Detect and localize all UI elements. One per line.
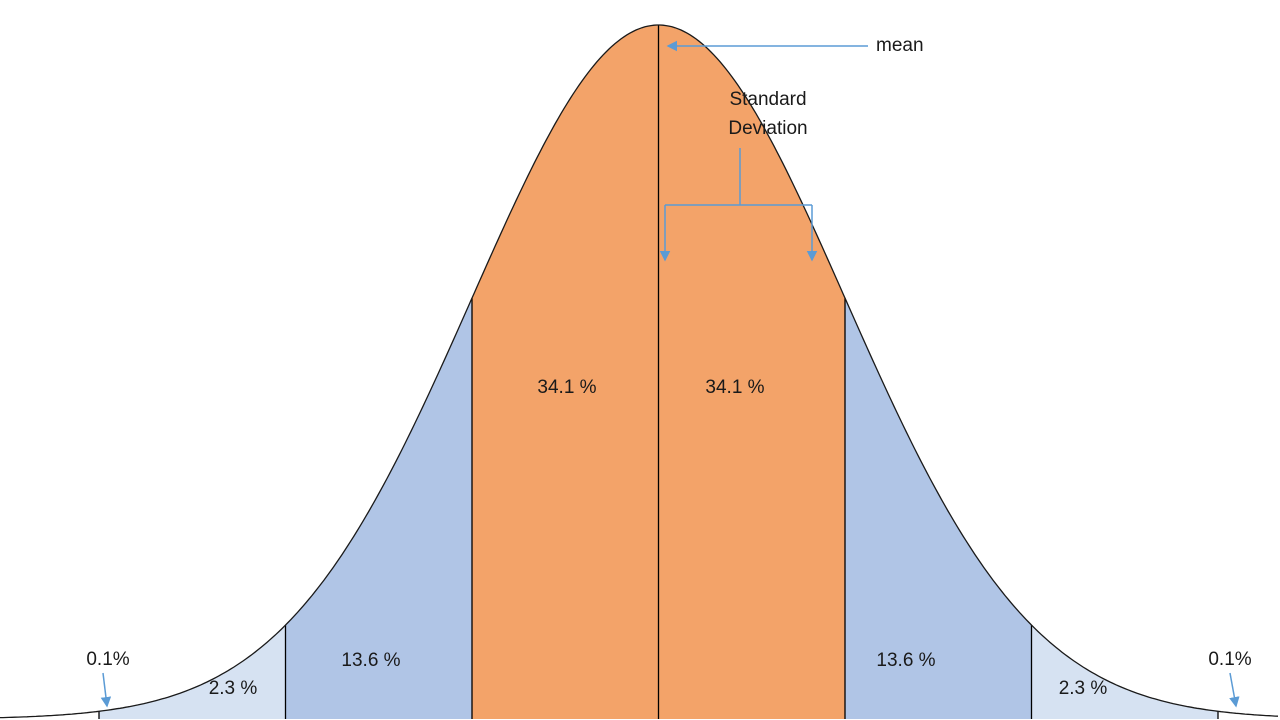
region-fill — [1031, 625, 1218, 719]
region-left-2sd-label: 2.3 % — [208, 678, 258, 699]
tail-left-percent-label: 0.1% — [86, 649, 130, 670]
mean-label: mean — [876, 35, 924, 56]
distribution-fill-regions — [0, 25, 1280, 719]
region-fill — [658, 25, 845, 719]
tail-arrow-left — [100, 672, 112, 708]
annotation-arrows — [100, 40, 1240, 708]
region-right-1sd-label: 13.6 % — [876, 650, 936, 671]
region-right-2sd-label: 2.3 % — [1058, 678, 1108, 699]
standard-deviation-label: Standard Deviation — [728, 89, 808, 139]
region-left-center-label: 34.1 % — [537, 377, 597, 398]
sd-bracket — [665, 148, 812, 206]
region-fill — [472, 25, 659, 719]
region-fill — [845, 298, 1032, 719]
tail-right-percent-label: 0.1% — [1208, 649, 1252, 670]
region-fill — [285, 298, 472, 719]
region-fill — [99, 625, 286, 719]
region-right-center-label: 34.1 % — [705, 377, 765, 398]
region-left-1sd-label: 13.6 % — [341, 650, 401, 671]
tail-arrow-right — [1229, 672, 1240, 708]
sd-boundary-lines — [98, 25, 1219, 719]
gaussian-curve-outline — [0, 24, 1279, 719]
